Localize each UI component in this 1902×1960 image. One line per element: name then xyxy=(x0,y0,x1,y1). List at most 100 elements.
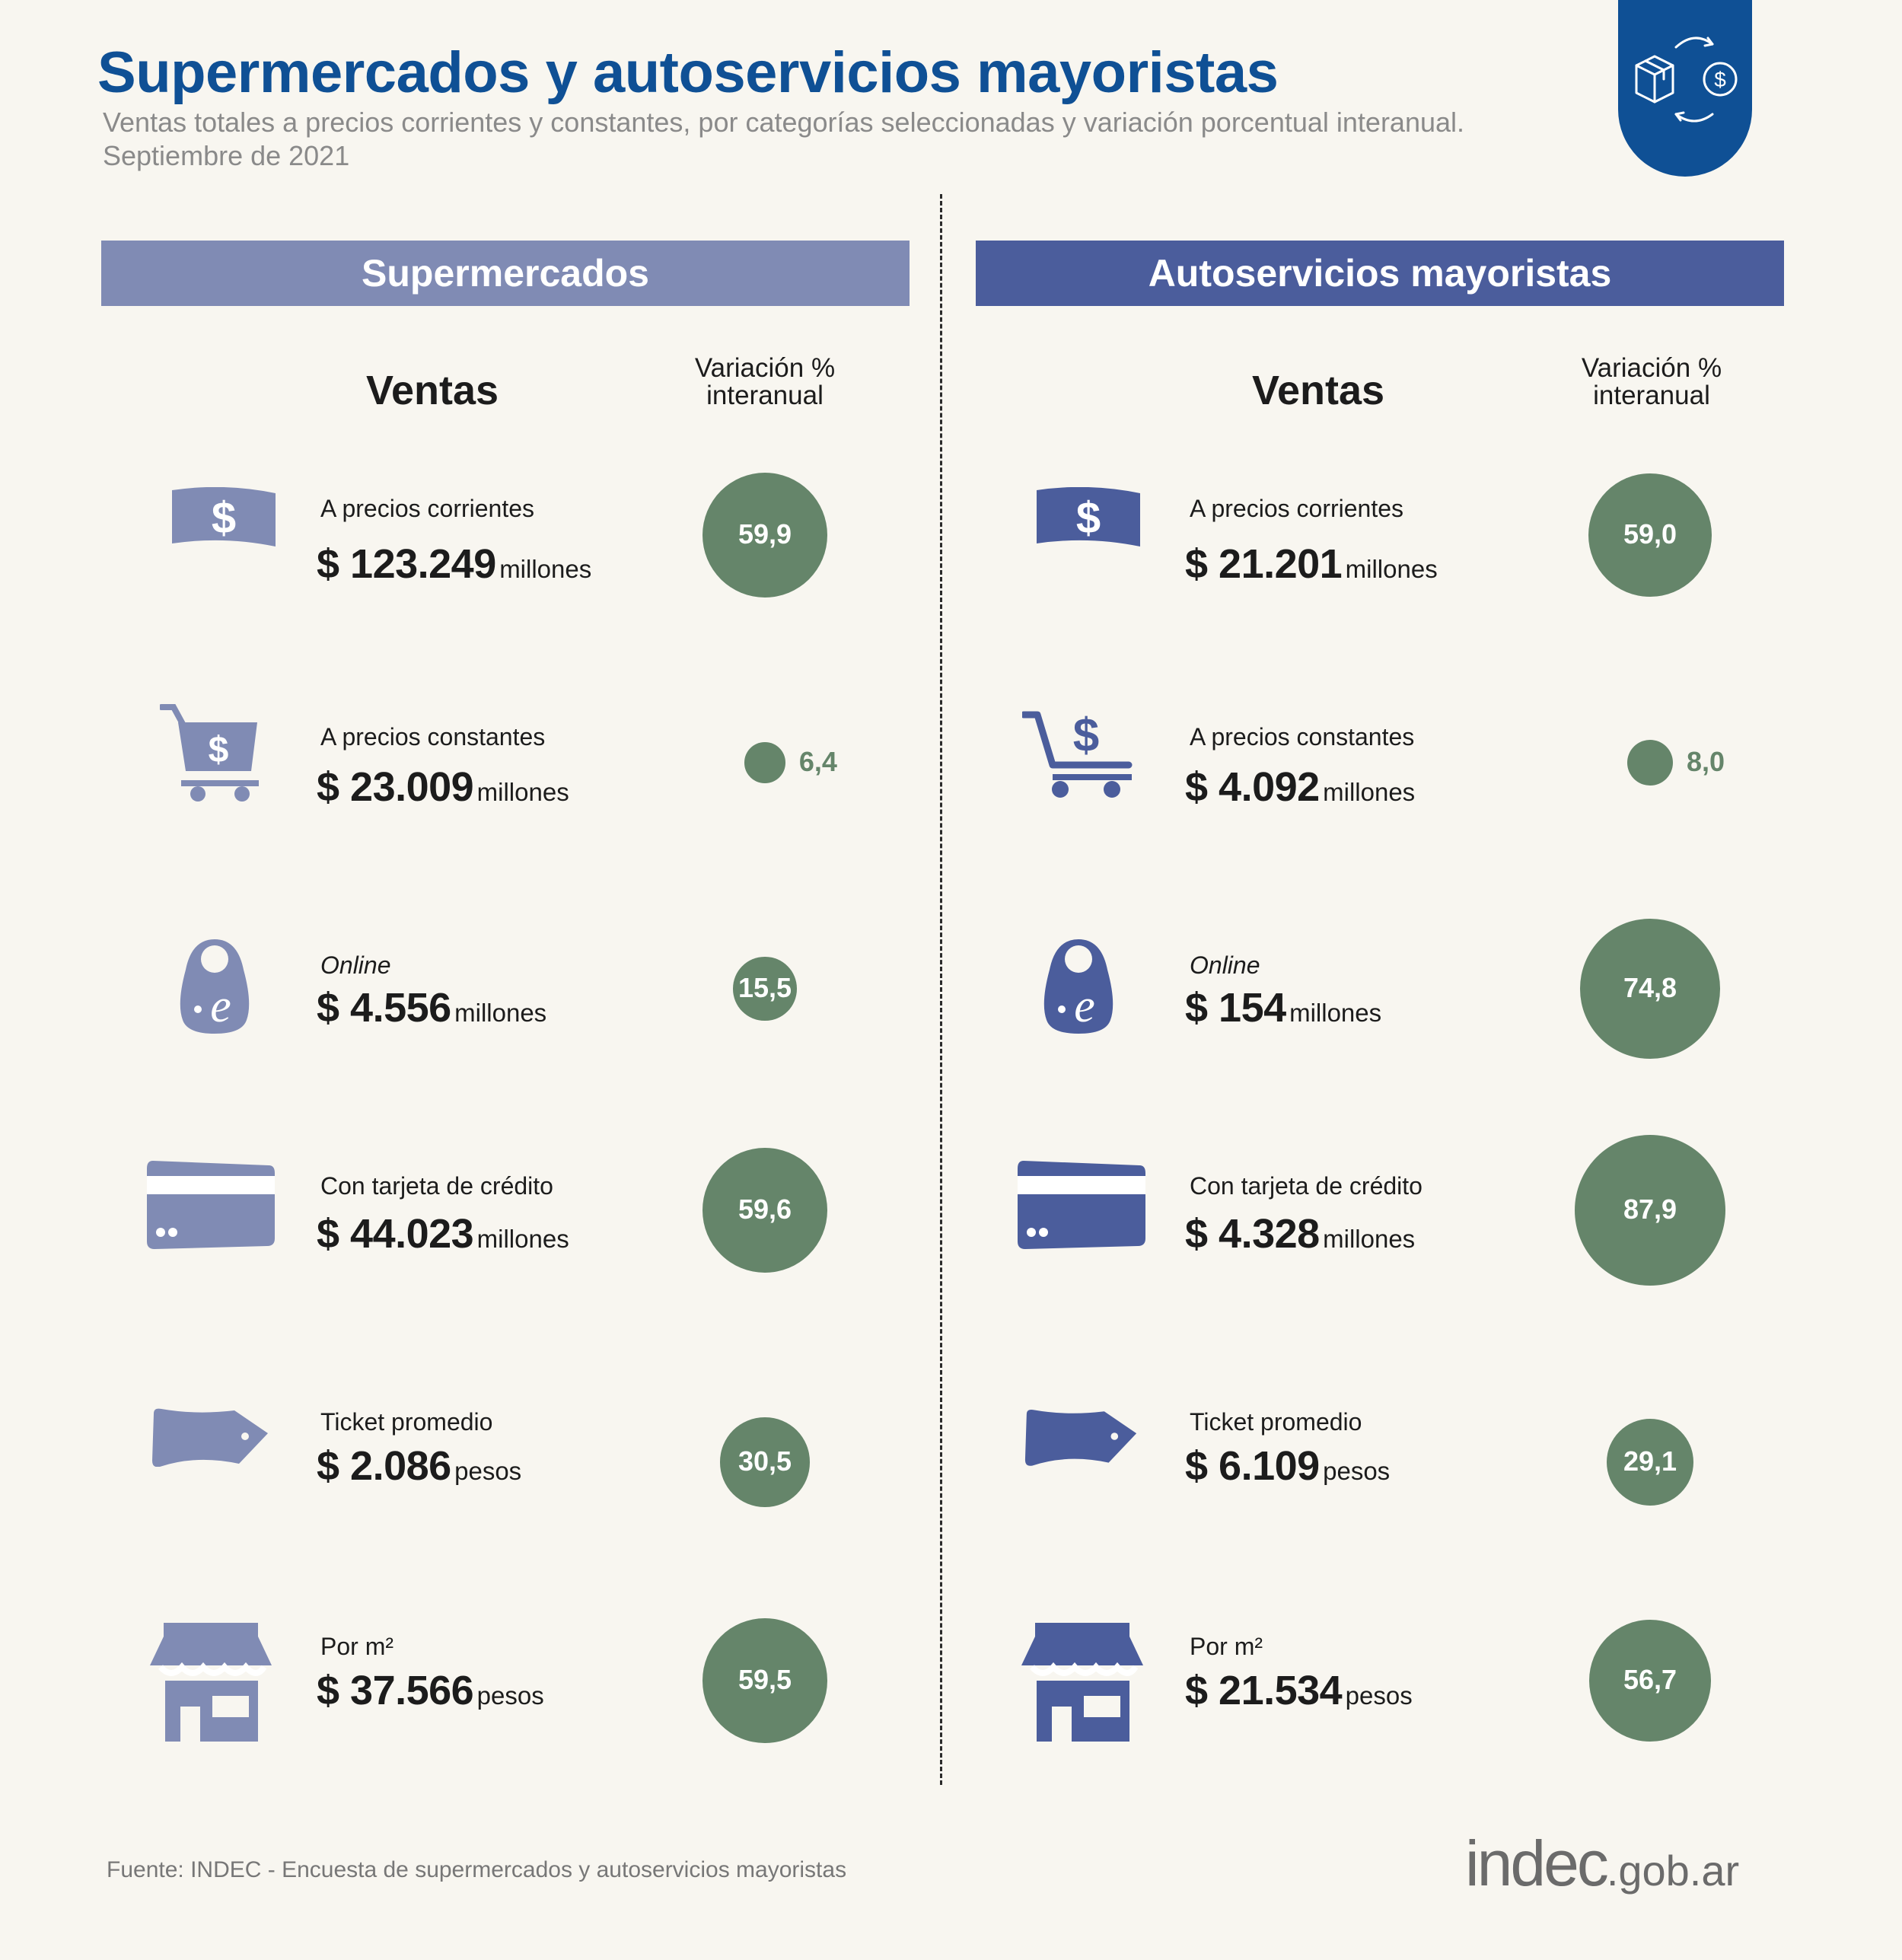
amount-value: $ 4.328 xyxy=(1185,1211,1320,1257)
amount-unit: pesos xyxy=(476,1681,544,1710)
amount-unit: millones xyxy=(454,999,547,1027)
variation-bubble xyxy=(1606,1418,1694,1506)
variation-bubble xyxy=(702,472,828,598)
variation-header-line2: interanual xyxy=(706,381,824,410)
category-label: A precios constantes xyxy=(320,723,546,751)
page-title: Supermercados y autoservicios mayoristas xyxy=(97,40,1279,105)
credit-card-icon xyxy=(1018,1161,1145,1249)
category-label: A precios corrientes xyxy=(320,495,535,522)
category-label: Con tarjeta de crédito xyxy=(1190,1172,1423,1200)
variation-value: 56,7 xyxy=(1623,1664,1677,1695)
trade-badge: $ xyxy=(1618,0,1752,177)
amount-unit: pesos xyxy=(454,1457,522,1485)
amount-value: $ 21.534 xyxy=(1185,1668,1343,1713)
panel-autoservicios: Autoservicios mayoristas xyxy=(976,241,1784,306)
column-divider xyxy=(940,194,942,1785)
online-bag-icon: e xyxy=(1043,939,1113,1034)
panel-title-supermercados: Supermercados xyxy=(362,252,649,295)
panel-supermercados: Supermercados xyxy=(101,241,910,306)
variation-value: 8,0 xyxy=(1686,746,1725,777)
amount-value: $ 37.566 xyxy=(317,1668,474,1713)
variation-value: 30,5 xyxy=(738,1445,792,1477)
sales-amount: $ 37.566 pesos xyxy=(317,1667,544,1714)
category-label: A precios corrientes xyxy=(1190,495,1404,522)
variation-value: 59,6 xyxy=(738,1194,792,1225)
page-subtitle: Ventas totales a precios corrientes y co… xyxy=(103,107,1465,138)
indec-logo: indec.gob.ar xyxy=(1465,1827,1739,1901)
variation-bubble xyxy=(1574,1134,1726,1286)
variation-value: 74,8 xyxy=(1623,972,1677,1003)
category-label: Por m² xyxy=(1190,1633,1263,1660)
variation-value: 59,5 xyxy=(738,1664,792,1695)
online-bag-icon: e xyxy=(180,939,250,1034)
variation-value: 29,1 xyxy=(1623,1445,1677,1477)
sales-amount: $ 21.201 millones xyxy=(1185,540,1438,588)
amount-value: $ 21.201 xyxy=(1185,541,1343,587)
category-label: Online xyxy=(320,951,391,979)
sales-amount: $ 154 millones xyxy=(1185,984,1381,1031)
source-note: Fuente: INDEC - Encuesta de supermercado… xyxy=(107,1857,847,1882)
svg-text:e: e xyxy=(1074,980,1095,1032)
amount-value: $ 4.092 xyxy=(1185,764,1320,810)
category-label: Ticket promedio xyxy=(320,1408,493,1436)
variation-bubble xyxy=(744,742,785,783)
banknote-icon: $ xyxy=(172,487,276,547)
sales-amount: $ 4.092 millones xyxy=(1185,763,1415,811)
sales-amount: $ 4.556 millones xyxy=(317,984,546,1031)
price-tag-icon xyxy=(152,1408,268,1467)
box-exchange-money-icon: $ xyxy=(1635,37,1738,123)
variation-value: 87,9 xyxy=(1623,1194,1677,1225)
svg-text:$: $ xyxy=(212,493,236,543)
variation-bubble xyxy=(733,957,797,1021)
panel-title-autoservicios: Autoservicios mayoristas xyxy=(1148,252,1612,295)
credit-card-icon xyxy=(147,1161,275,1249)
variation-value: 6,4 xyxy=(798,746,837,777)
ventas-header: Ventas xyxy=(365,368,499,413)
category-label: Con tarjeta de crédito xyxy=(320,1172,553,1200)
amount-value: $ 6.109 xyxy=(1185,1443,1320,1489)
svg-text:$: $ xyxy=(1073,709,1099,762)
amount-value: $ 154 xyxy=(1185,985,1286,1031)
variation-header-line1: Variación % xyxy=(694,353,836,383)
variation-header-line1: Variación % xyxy=(1581,353,1722,383)
amount-value: $ 23.009 xyxy=(317,764,474,810)
category-label: Por m² xyxy=(320,1633,393,1660)
amount-unit: millones xyxy=(1323,1225,1416,1253)
amount-unit: millones xyxy=(499,555,592,583)
sales-amount: $ 44.023 millones xyxy=(317,1210,569,1257)
category-label: Online xyxy=(1190,951,1260,979)
logo-domain: .gob.ar xyxy=(1606,1847,1740,1895)
amount-unit: pesos xyxy=(1345,1681,1413,1710)
storefront-icon xyxy=(1021,1623,1143,1742)
svg-text:$: $ xyxy=(1714,68,1726,91)
svg-text:$: $ xyxy=(1076,493,1101,543)
category-label: A precios constantes xyxy=(1190,723,1415,751)
amount-value: $ 44.023 xyxy=(317,1211,474,1257)
variation-bubble xyxy=(1588,473,1712,598)
amount-unit: millones xyxy=(1289,999,1382,1027)
sales-amount: $ 23.009 millones xyxy=(317,763,569,811)
sales-amount: $ 21.534 pesos xyxy=(1185,1667,1413,1714)
amount-unit: millones xyxy=(476,778,569,806)
variation-value: 15,5 xyxy=(738,972,792,1003)
amount-unit: millones xyxy=(1323,778,1416,806)
amount-unit: pesos xyxy=(1323,1457,1391,1485)
amount-unit: millones xyxy=(1345,555,1438,583)
shopping-cart-icon: $ xyxy=(1022,709,1133,798)
variation-bubble xyxy=(1580,919,1720,1059)
amount-value: $ 123.249 xyxy=(317,541,496,587)
variation-header: Variación % interanual xyxy=(1507,355,1796,410)
variation-value: 59,9 xyxy=(738,518,792,550)
variation-bubble xyxy=(1589,1620,1711,1742)
page-period: Septiembre de 2021 xyxy=(103,140,350,171)
variation-bubble xyxy=(702,1618,827,1743)
svg-text:$: $ xyxy=(209,730,229,770)
category-label: Ticket promedio xyxy=(1190,1408,1362,1436)
sales-amount: $ 123.249 millones xyxy=(317,540,591,588)
sales-amount: $ 2.086 pesos xyxy=(317,1442,521,1490)
svg-text:e: e xyxy=(210,980,231,1032)
banknote-icon: $ xyxy=(1037,487,1140,547)
variation-bubble xyxy=(702,1148,827,1273)
variation-header: Variación % interanual xyxy=(620,355,910,410)
variation-bubble xyxy=(720,1417,810,1507)
